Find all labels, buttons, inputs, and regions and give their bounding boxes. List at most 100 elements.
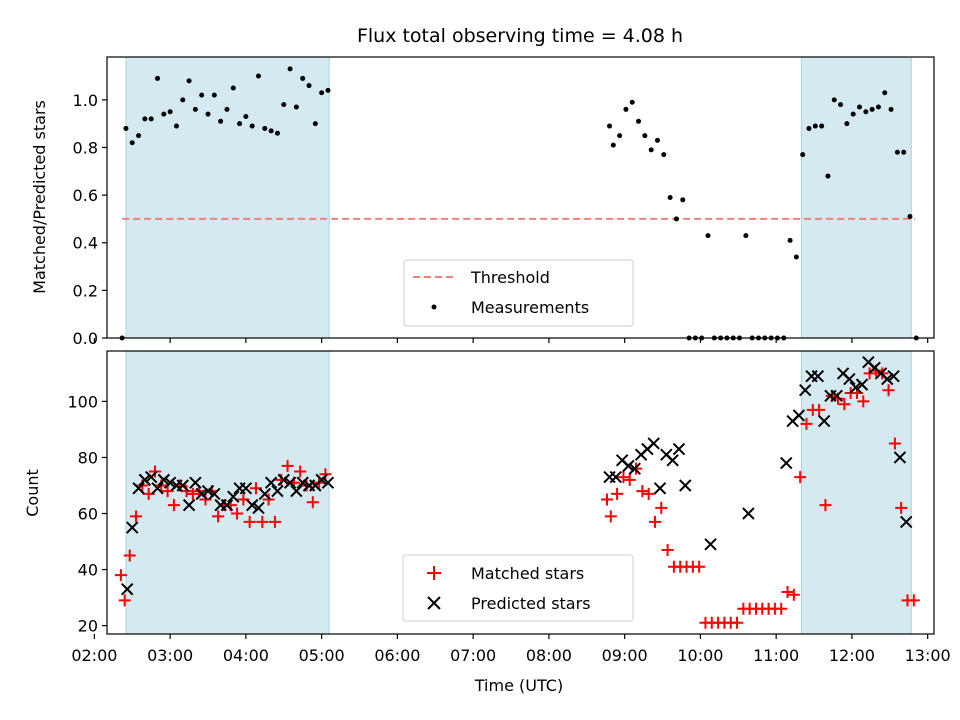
measurements-point-50 bbox=[705, 233, 711, 239]
measurements-point-56 bbox=[743, 233, 749, 239]
predicted-stars-point-54 bbox=[817, 414, 831, 428]
bot-ytick-label-2: 60 bbox=[78, 505, 98, 524]
measurements-point-27 bbox=[287, 66, 293, 72]
legend-measurements-label: Measurements bbox=[471, 298, 589, 317]
predicted-stars-point-19 bbox=[239, 482, 253, 495]
predicted-stars-point-44 bbox=[672, 442, 686, 456]
measurements-point-63 bbox=[787, 237, 793, 243]
predicted-stars-point-26 bbox=[283, 476, 297, 489]
predicted-stars-point-11 bbox=[189, 476, 202, 489]
legend-matched-swatch bbox=[427, 566, 441, 580]
predicted-stars-point-56 bbox=[830, 389, 843, 403]
predicted-stars-point-2 bbox=[132, 482, 145, 495]
measurements-point-76 bbox=[869, 106, 875, 112]
measurements-point-42 bbox=[654, 137, 660, 143]
predicted-stars-point-5 bbox=[151, 482, 164, 495]
measurements-point-12 bbox=[192, 106, 198, 112]
matched-stars-point-9 bbox=[167, 499, 180, 512]
bot-ytick-label-1: 40 bbox=[78, 561, 98, 580]
bottom-panel: 20 40 60 80 100 02:00 03:00 04:00 05:00 06:00 07:… bbox=[23, 350, 951, 695]
matched-stars-point-26 bbox=[275, 473, 288, 486]
matched-stars-point-29 bbox=[294, 465, 307, 478]
matched-stars-point-65 bbox=[794, 471, 807, 484]
measurements-point-38 bbox=[629, 99, 635, 105]
measurements-point-81 bbox=[901, 149, 907, 155]
measurements-point-44 bbox=[667, 195, 673, 200]
measurements-point-6 bbox=[155, 75, 161, 81]
measurements-point-36 bbox=[617, 133, 623, 139]
predicted-stars-point-28 bbox=[296, 476, 309, 489]
matched-stars-point-23 bbox=[256, 515, 269, 528]
measurements-point-5 bbox=[148, 116, 154, 122]
predicted-stars-point-43 bbox=[666, 454, 679, 467]
matched-stars-point-69 bbox=[819, 499, 832, 512]
measurements-point-68 bbox=[819, 123, 825, 129]
matched-stars-point-0 bbox=[114, 569, 127, 582]
bot-ytick-label-3: 80 bbox=[78, 448, 98, 467]
predicted-stars-point-16 bbox=[220, 498, 234, 512]
measurements-point-31 bbox=[312, 121, 318, 127]
top-ytick-label-0: 0.0 bbox=[73, 329, 98, 348]
top-ytick-label-5: 1.0 bbox=[73, 91, 98, 110]
predicted-stars-point-51 bbox=[799, 384, 812, 397]
measurements-point-26 bbox=[281, 102, 287, 108]
matched-stars-point-66 bbox=[800, 417, 813, 430]
measurements-point-70 bbox=[831, 97, 837, 103]
xtick-label-6: 08:00 bbox=[526, 646, 572, 665]
measurements-point-13 bbox=[199, 92, 205, 98]
measurements-point-67 bbox=[812, 123, 818, 129]
matched-stars-point-31 bbox=[306, 496, 319, 509]
matched-stars-point-27 bbox=[281, 459, 294, 472]
predicted-stars-point-64 bbox=[881, 372, 894, 386]
matched-stars-point-19 bbox=[231, 507, 244, 520]
measurements-point-8 bbox=[167, 109, 173, 115]
matched-stars-point-36 bbox=[611, 487, 624, 500]
xtick-label-3: 05:00 bbox=[299, 646, 345, 665]
predicted-stars-point-32 bbox=[321, 476, 335, 489]
matched-stars-point-49 bbox=[693, 560, 706, 573]
measurements-point-65 bbox=[800, 152, 806, 158]
bot-ytick-label-0: 20 bbox=[78, 617, 98, 636]
measurements-point-69 bbox=[825, 173, 831, 179]
measurements-point-23 bbox=[262, 125, 268, 131]
matched-stars-point-55 bbox=[731, 616, 744, 629]
predicted-stars-point-36 bbox=[622, 459, 635, 473]
predicted-stars-point-14 bbox=[208, 487, 221, 501]
measurements-point-25 bbox=[274, 130, 280, 136]
measurements-point-3 bbox=[136, 133, 142, 139]
predicted-stars-point-17 bbox=[227, 490, 240, 503]
predicted-stars-point-25 bbox=[277, 473, 290, 487]
predicted-stars-point-12 bbox=[195, 487, 208, 501]
predicted-stars-point-50 bbox=[792, 409, 806, 422]
xtick-label-10: 12:00 bbox=[829, 646, 875, 665]
predicted-stars-point-58 bbox=[843, 372, 856, 386]
legend-predicted-swatch bbox=[427, 596, 441, 610]
predicted-stars-point-53 bbox=[811, 370, 825, 383]
measurements-point-78 bbox=[882, 90, 888, 96]
top-y-axis-label: Matched/Predicted stars bbox=[30, 100, 49, 294]
matched-stars-point-63 bbox=[781, 585, 794, 598]
measurements-point-82 bbox=[907, 214, 913, 220]
predicted-stars-point-22 bbox=[258, 487, 272, 501]
predicted-stars-point-24 bbox=[271, 484, 284, 498]
predicted-stars-point-46 bbox=[704, 538, 717, 551]
matched-stars-point-42 bbox=[648, 515, 661, 528]
measurements-point-16 bbox=[218, 118, 224, 124]
matched-stars-point-3 bbox=[130, 510, 143, 523]
top-legend: Threshold Measurements bbox=[403, 259, 634, 327]
measurements-point-19 bbox=[237, 121, 243, 127]
predicted-stars-point-48 bbox=[780, 456, 793, 470]
matched-stars-point-81 bbox=[895, 501, 908, 514]
matched-stars-point-72 bbox=[838, 398, 851, 411]
measurements-point-11 bbox=[186, 78, 192, 84]
predicted-stars-point-67 bbox=[900, 515, 913, 529]
measurements-point-64 bbox=[793, 254, 799, 260]
measurements-point-29 bbox=[300, 75, 306, 81]
top-ytick-label-2: 0.4 bbox=[73, 234, 98, 253]
matched-stars-point-34 bbox=[600, 493, 613, 506]
bottom-legend-box bbox=[402, 554, 634, 622]
matched-stars-point-75 bbox=[857, 395, 870, 408]
measurements-point-9 bbox=[173, 123, 179, 129]
measurements-point-15 bbox=[211, 92, 217, 98]
matched-stars-point-41 bbox=[642, 487, 655, 500]
